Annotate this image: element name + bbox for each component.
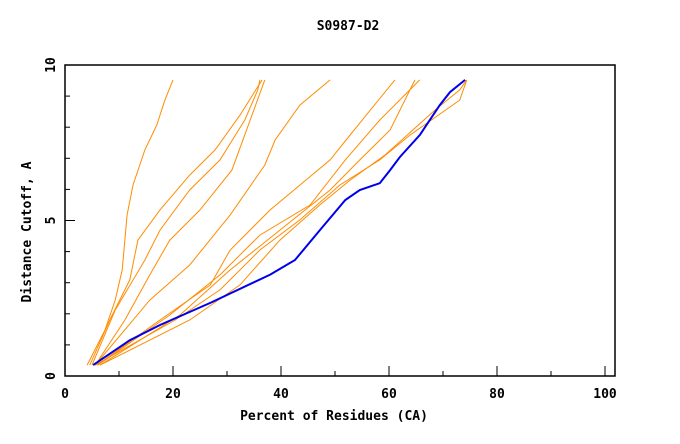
x-tick-label: 60 (381, 387, 397, 402)
y-tick-label: 5 (44, 217, 59, 225)
x-tick-label: 0 (61, 387, 69, 402)
y-tick-label: 10 (44, 57, 59, 73)
model-line (91, 79, 261, 366)
chart-title: S0987-D2 (317, 19, 380, 34)
x-tick-label: 100 (593, 387, 617, 402)
model-line (94, 79, 468, 366)
x-tick-label: 80 (489, 387, 505, 402)
model-line (99, 79, 416, 366)
model-line (94, 79, 266, 366)
model-line (89, 79, 263, 366)
x-axis-label: Percent of Residues (CA) (240, 409, 428, 424)
model-line (86, 79, 174, 366)
x-tick-label: 40 (273, 387, 289, 402)
y-tick-label: 0 (44, 372, 59, 380)
y-axis-label: Distance Cutoff, A (20, 161, 35, 302)
x-tick-label: 20 (165, 387, 181, 402)
model-line (96, 79, 396, 366)
model-line (99, 79, 468, 366)
model-line (97, 79, 421, 366)
highlighted-model-line (92, 79, 466, 366)
model-line (94, 79, 331, 366)
